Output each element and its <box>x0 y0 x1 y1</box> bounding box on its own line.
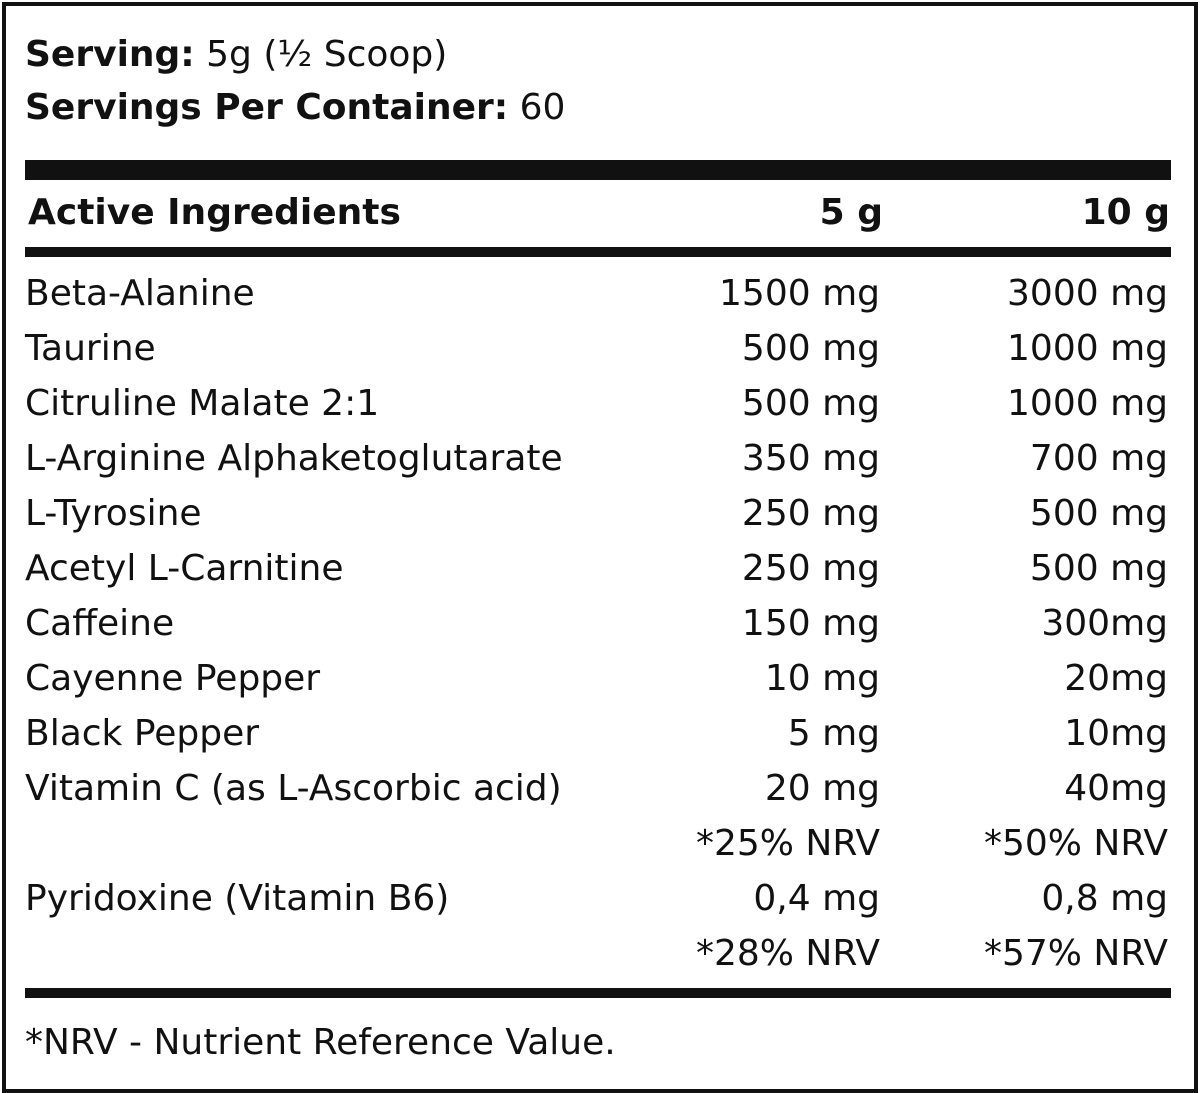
amount-5g: 250 mg <box>741 493 880 534</box>
amount-10g: 1000 mg <box>1007 383 1168 424</box>
table-row: Black Pepper 5 mg 10mg <box>25 706 1170 761</box>
ingredient-name: Caffeine <box>25 603 175 644</box>
thick-divider <box>25 160 1171 180</box>
header-5g: 5 g <box>819 192 883 233</box>
amount-10g: 700 mg <box>1029 438 1168 479</box>
ingredient-name: Cayenne Pepper <box>25 658 321 699</box>
servings-per-container-label: Servings Per Container: <box>25 87 509 128</box>
ingredient-table: Beta-Alanine 1500 mg 3000 mg Taurine 500 mg 1… <box>25 266 1170 981</box>
amount-5g: *28% NRV <box>695 933 880 974</box>
header-10g: 10 g <box>1081 192 1170 233</box>
table-row: Taurine 500 mg 1000 mg <box>25 321 1170 376</box>
amount-5g: 150 mg <box>741 603 880 644</box>
amount-5g: 250 mg <box>741 548 880 589</box>
servings-per-container: Servings Per Container: 60 <box>25 83 565 133</box>
amount-10g: *50% NRV <box>983 823 1168 864</box>
serving-size: Serving: 5g (½ Scoop) <box>25 30 447 80</box>
amount-5g: 1500 mg <box>719 273 880 314</box>
amount-10g: 3000 mg <box>1007 273 1168 314</box>
amount-5g: 350 mg <box>741 438 880 479</box>
amount-5g: *25% NRV <box>695 823 880 864</box>
amount-10g: 500 mg <box>1029 548 1168 589</box>
table-row: Vitamin C (as L-Ascorbic acid) 20 mg 40mg <box>25 761 1170 816</box>
serving-label: Serving: <box>25 34 195 75</box>
table-row: L-Tyrosine 250 mg 500 mg <box>25 486 1170 541</box>
table-header: Active Ingredients 5 g 10 g <box>28 188 1170 238</box>
ingredient-name: Acetyl L-Carnitine <box>25 548 344 589</box>
bottom-divider <box>25 988 1171 998</box>
amount-10g: 0,8 mg <box>1041 878 1168 919</box>
table-row: Beta-Alanine 1500 mg 3000 mg <box>25 266 1170 321</box>
ingredient-name: Taurine <box>25 328 156 369</box>
ingredient-name: Pyridoxine (Vitamin B6) <box>25 878 450 919</box>
ingredient-name: Beta-Alanine <box>25 273 255 314</box>
amount-5g: 500 mg <box>741 383 880 424</box>
header-divider <box>25 247 1171 257</box>
amount-10g: 1000 mg <box>1007 328 1168 369</box>
amount-5g: 20 mg <box>764 768 880 809</box>
table-row: Pyridoxine (Vitamin B6) 0,4 mg 0,8 mg <box>25 871 1170 926</box>
amount-5g: 0,4 mg <box>753 878 880 919</box>
header-ingredients: Active Ingredients <box>28 192 401 233</box>
amount-5g: 5 mg <box>787 713 880 754</box>
table-row: Citruline Malate 2:1 500 mg 1000 mg <box>25 376 1170 431</box>
ingredient-name: Citruline Malate 2:1 <box>25 383 380 424</box>
footnote: *NRV - Nutrient Reference Value. <box>25 1022 616 1063</box>
table-row: Caffeine 150 mg 300mg <box>25 596 1170 651</box>
amount-10g: 40mg <box>1064 768 1168 809</box>
serving-value: 5g (½ Scoop) <box>206 34 448 75</box>
amount-5g: 10 mg <box>764 658 880 699</box>
table-row: *25% NRV *50% NRV <box>25 816 1170 871</box>
amount-10g: 300mg <box>1041 603 1168 644</box>
amount-10g: 500 mg <box>1029 493 1168 534</box>
amount-10g: 20mg <box>1064 658 1168 699</box>
table-row: *28% NRV *57% NRV <box>25 926 1170 981</box>
table-row: L-Arginine Alphaketoglutarate 350 mg 700 m… <box>25 431 1170 486</box>
servings-per-container-value: 60 <box>519 87 566 128</box>
table-row: Cayenne Pepper 10 mg 20mg <box>25 651 1170 706</box>
ingredient-name: Black Pepper <box>25 713 260 754</box>
amount-5g: 500 mg <box>741 328 880 369</box>
ingredient-name: L-Arginine Alphaketoglutarate <box>25 438 563 479</box>
table-row: Acetyl L-Carnitine 250 mg 500 mg <box>25 541 1170 596</box>
amount-10g: *57% NRV <box>983 933 1168 974</box>
ingredient-name: L-Tyrosine <box>25 493 202 534</box>
ingredient-name: Vitamin C (as L-Ascorbic acid) <box>25 768 562 809</box>
amount-10g: 10mg <box>1064 713 1168 754</box>
